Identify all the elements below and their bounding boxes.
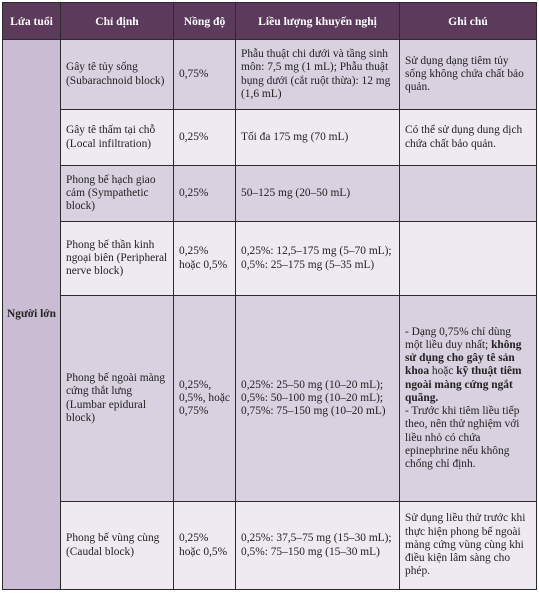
concentration-cell: 0,25% hoặc 0,5%	[173, 501, 236, 590]
concentration-cell: 0,25% hoặc 0,5%	[173, 221, 236, 296]
dose-cell: 0,25%: 25–50 mg (10–20 mL); 0,5%: 50–100…	[235, 295, 400, 502]
age-group-cell: Người lớn	[2, 39, 61, 590]
indication-cell: Phong bế vùng cùng (Caudal block)	[60, 501, 174, 590]
note-cell: - Dạng 0,75% chỉ dùng một liều duy nhất;…	[399, 295, 537, 502]
dose-line: 0,25%: 25–50 mg (10–20 mL);	[241, 378, 384, 391]
note-text: hoặc	[429, 365, 457, 378]
note-text: - Trước khi tiêm liều tiếp theo, nên thử…	[405, 405, 520, 470]
header-indication: Chỉ định	[60, 2, 174, 40]
indication-cell: Phong bế ngoài màng cứng thắt lưng (Lumb…	[60, 295, 174, 502]
indication-cell: Gây tê tủy sống (Subarachnoid block)	[60, 39, 174, 110]
table-row: Phong bế vùng cùng (Caudal block) 0,25% …	[3, 501, 537, 590]
indication-cell: Phong bế thần kinh ngoại biên (Periphera…	[60, 221, 174, 296]
dose-line: 0,5%: 50–100 mg (10–20 mL);	[241, 391, 384, 404]
dose-line: 0,5%: 25–175 mg (5–35 mL)	[241, 258, 375, 271]
dose-cell: Phẫu thuật chi dưới và tầng sinh môn: 7,…	[235, 39, 400, 110]
header-note: Ghi chú	[399, 2, 537, 40]
dose-line: 0,5%: 75–150 mg (15–30 mL)	[241, 545, 380, 558]
table-row: Phong bế hạch giao cảm (Sympathetic bloc…	[3, 165, 537, 222]
note-bold-warning: không sử dụng cho gây tê sản khoa	[405, 339, 522, 378]
note-bold-warning: kỹ thuật tiêm ngoài màng cứng ngắt quãng…	[405, 365, 522, 404]
concentration-cell: 0,25%, 0,5%, hoặc 0,75%	[173, 295, 236, 502]
note-text: - Dạng 0,75% chỉ dùng một liều duy nhất;	[405, 325, 511, 352]
header-age: Lứa tuổi	[2, 2, 61, 40]
header-dose: Liều lượng khuyến nghị	[235, 2, 400, 40]
dose-line: 0,25%: 12,5–175 mg (5–70 mL);	[241, 245, 392, 258]
indication-cell: Gây tê thấm tại chỗ (Local infiltration)	[60, 109, 174, 166]
table-row: Phong bế ngoài màng cứng thắt lưng (Lumb…	[3, 295, 537, 502]
concentration-cell: 0,75%	[173, 39, 236, 110]
concentration-cell: 0,25%	[173, 109, 236, 166]
dose-line: 0,75%: 75–150 mg (10–20 mL)	[241, 405, 386, 418]
dose-cell: Tối đa 175 mg (70 mL)	[235, 109, 400, 166]
table-header-row: Lứa tuổi Chỉ định Nồng độ Liều lượng khu…	[2, 2, 537, 40]
note-cell	[399, 221, 537, 296]
note-cell: Sử dụng liều thử trước khi thực hiện pho…	[399, 501, 537, 590]
table-row: Người lớn Gây tê tủy sống (Subarachnoid …	[2, 39, 537, 590]
header-concentration: Nồng độ	[173, 2, 236, 40]
indication-cell: Phong bế hạch giao cảm (Sympathetic bloc…	[60, 165, 174, 222]
table-row: Gây tê thấm tại chỗ (Local infiltration)…	[3, 109, 537, 166]
note-cell: Sử dụng dạng tiêm tủy sống không chứa ch…	[399, 39, 537, 110]
dose-cell: 0,25%: 37,5–75 mg (15–30 mL); 0,5%: 75–1…	[235, 501, 400, 590]
table-row: Phong bế thần kinh ngoại biên (Periphera…	[3, 221, 537, 296]
note-cell	[399, 165, 537, 222]
dose-cell: 0,25%: 12,5–175 mg (5–70 mL); 0,5%: 25–1…	[235, 221, 400, 296]
concentration-cell: 0,25%	[173, 165, 236, 222]
dose-line: 0,25%: 37,5–75 mg (15–30 mL);	[241, 532, 392, 545]
note-cell: Có thể sử dụng dung dịch chứa chất bảo q…	[399, 109, 537, 166]
dose-cell: 50–125 mg (20–50 mL)	[235, 165, 400, 222]
